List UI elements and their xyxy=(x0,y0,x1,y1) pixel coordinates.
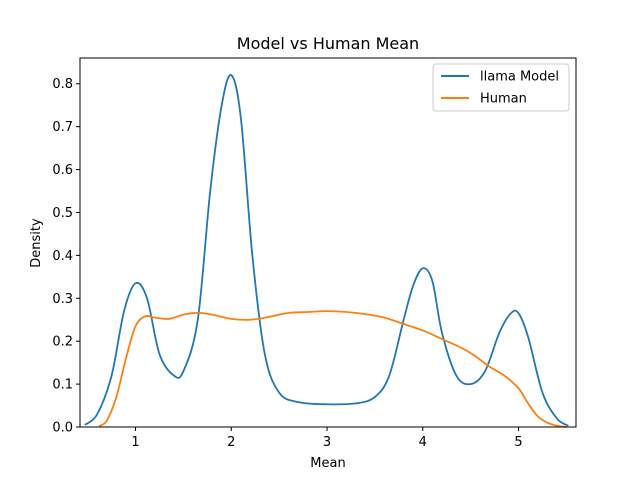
y-tick-label: 0.0 xyxy=(52,421,73,436)
x-tick-label: 4 xyxy=(419,435,427,450)
x-tick-label: 1 xyxy=(131,435,139,450)
legend-label-human: Human xyxy=(480,92,527,107)
y-axis-label: Density xyxy=(29,218,44,268)
y-tick-label: 0.4 xyxy=(52,249,73,264)
series-line-llama-model xyxy=(84,74,569,427)
x-tick-label: 2 xyxy=(227,435,235,450)
y-tick-label: 0.1 xyxy=(52,378,73,393)
axes-frame xyxy=(79,57,577,428)
y-tick-label: 0.3 xyxy=(52,292,73,307)
x-tick-label: 5 xyxy=(514,435,522,450)
plot-area xyxy=(84,74,569,428)
y-tick-label: 0.8 xyxy=(52,77,73,92)
legend: llama Model Human xyxy=(432,63,570,112)
y-tick-label: 0.2 xyxy=(52,335,73,350)
axis-ticks: 1 2 3 4 5 0.0 0.1 0.2 0.3 0.4 0.5 0.6 0.7 0.8 xyxy=(52,77,522,450)
legend-label-llama-model: llama Model xyxy=(480,70,559,85)
y-tick-label: 0.7 xyxy=(52,120,73,135)
chart-title: Model vs Human Mean xyxy=(237,34,419,53)
series-line-human xyxy=(98,310,567,428)
y-tick-label: 0.5 xyxy=(52,206,73,221)
x-tick-label: 3 xyxy=(323,435,331,450)
x-axis-label: Mean xyxy=(310,456,345,471)
y-tick-label: 0.6 xyxy=(52,163,73,178)
